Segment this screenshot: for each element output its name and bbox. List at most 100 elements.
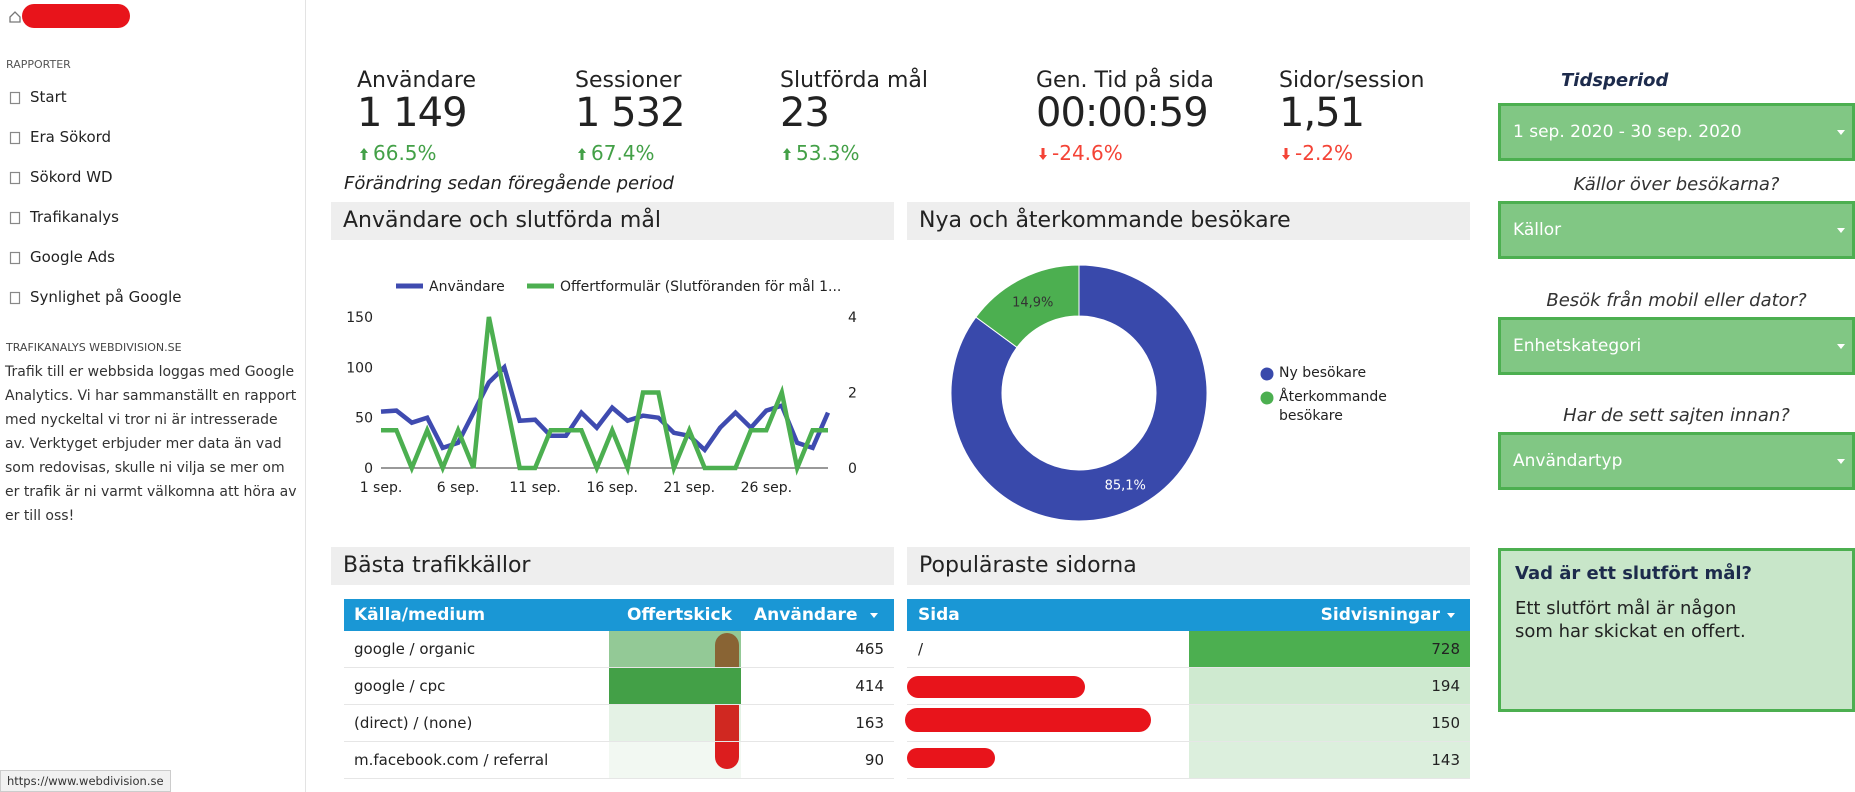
kpi-label: Gen. Tid på sida (1036, 68, 1214, 93)
filter-question: Källor över besökarna? (1573, 174, 1780, 195)
series-line (381, 316, 828, 476)
panel-title: Användare och slutförda mål (343, 208, 661, 233)
views-cell: 194 (1431, 677, 1460, 695)
kpi-label: Slutförda mål (780, 68, 928, 93)
table-row: google / organic 465 (344, 631, 894, 668)
dropdown-caret (1837, 130, 1845, 135)
source-cell: google / organic (354, 640, 476, 658)
column-header[interactable]: Sida (918, 605, 960, 625)
y2-tick-label: 2 (848, 386, 857, 402)
sort-caret (870, 613, 878, 618)
arrow (578, 148, 586, 160)
goal-heat-cell (609, 668, 741, 704)
kpi-change: 67.4% (591, 141, 655, 165)
kpi-change: -2.2% (1295, 141, 1354, 165)
y-tick-label: 0 (364, 461, 373, 477)
x-tick-label: 26 sep. (741, 480, 793, 496)
legend-label: Återkommande besökare (1279, 389, 1387, 424)
menu-icon (9, 171, 21, 185)
trend-arrow (360, 148, 368, 160)
views-cell: 143 (1431, 751, 1460, 769)
info-title: Vad är ett slutfört mål? (1515, 563, 1752, 584)
table-row: google / cpc 414 (344, 668, 894, 705)
views-heat-cell (1189, 631, 1470, 667)
legend-label: Användare (429, 279, 505, 295)
views-heat-cell (1189, 668, 1470, 704)
table-header: Källa/medium Offertskick Användare (344, 599, 894, 631)
kpi-value: 1,51 (1279, 90, 1365, 136)
x-tick-label: 11 sep. (509, 480, 561, 496)
arrow (783, 148, 791, 160)
dropdown-value: Källor (1513, 220, 1562, 240)
x-tick-label: 16 sep. (586, 480, 638, 496)
column-header[interactable]: Källa/medium (354, 605, 486, 625)
redaction (907, 676, 1085, 698)
y-tick-label: 100 (346, 360, 373, 376)
dropdown-caret (1837, 459, 1845, 464)
y-tick-label: 150 (346, 310, 373, 326)
table-row: 194 (907, 668, 1470, 705)
redaction (22, 4, 130, 28)
dropdown-value: Enhetskategori (1513, 336, 1642, 356)
arrow (360, 148, 368, 160)
menu-icon (9, 91, 21, 105)
about-text: Trafik till er webbsida loggas med Googl… (5, 364, 297, 524)
menu-item[interactable]: Sökord WD (30, 168, 113, 186)
info-box: Vad är ett slutfört mål? Ett slutfört mål… (1498, 548, 1855, 712)
x-tick-label: 21 sep. (664, 480, 716, 496)
menu-item[interactable]: Google Ads (30, 248, 115, 266)
slice-label: 85,1% (1105, 478, 1146, 493)
kpi-change: 66.5% (373, 141, 437, 165)
donut-slice (975, 264, 1080, 349)
dropdown[interactable]: 1 sep. 2020 - 30 sep. 2020 (1498, 103, 1855, 161)
y2-tick-label: 0 (848, 461, 857, 477)
panel-header: Bästa trafikkällor (331, 547, 894, 585)
menu-item[interactable]: Start (30, 88, 67, 106)
page-cell: / (918, 640, 924, 658)
status-url: https://www.webdivision.se (0, 770, 171, 792)
section-label: RAPPORTER (6, 58, 71, 71)
filter-question: Har de sett sajten innan? (1563, 405, 1790, 426)
legend-dot (1260, 391, 1274, 405)
sidebar: RAPPORTER Start Era Sökord Sökord WD Trafika… (0, 0, 306, 792)
menu-icon (9, 251, 21, 265)
source-cell: m.facebook.com / referral (354, 751, 549, 769)
trend-arrow (1039, 148, 1047, 160)
x-tick-label: 1 sep. (360, 480, 403, 496)
menu-item[interactable]: Synlighet på Google (30, 288, 182, 306)
table-row: 143 (907, 742, 1470, 779)
line-chart: 0 50 100 150 0 2 4 1 sep. 6 sep. 11 sep. 16 sep. 21… (346, 278, 857, 496)
column-header[interactable]: Användare (754, 605, 858, 625)
kpi-label: Sidor/session (1279, 68, 1425, 93)
menu-item[interactable]: Trafikanalys (30, 208, 119, 226)
goal-heat-cell (609, 705, 741, 741)
column-header[interactable]: Offertskick (627, 605, 732, 625)
series-line (380, 363, 831, 454)
menu-item[interactable]: Era Sökord (30, 128, 112, 146)
filter-question: Besök från mobil eller dator? (1546, 290, 1807, 311)
redaction (907, 748, 995, 768)
column-header[interactable]: Sidvisningar (1320, 605, 1440, 625)
dropdown[interactable]: Källor (1498, 201, 1855, 259)
dropdown[interactable]: Användartyp (1498, 432, 1855, 490)
legend-swatch (1260, 367, 1274, 381)
redaction (905, 708, 1151, 732)
goal-heat-cell (609, 742, 741, 778)
users-cell: 163 (855, 714, 884, 732)
menu-icon (9, 291, 21, 305)
table-row: 150 (907, 705, 1470, 742)
x-tick-label: 6 sep. (437, 480, 480, 496)
legend-label: Offertformulär (Slutföranden för mål 1..… (560, 278, 841, 295)
menu-icon (9, 211, 21, 225)
views-heat-cell (1189, 742, 1470, 778)
home-icon[interactable] (8, 10, 22, 24)
sort-caret (1447, 613, 1455, 618)
kpi-label: Användare (357, 68, 476, 93)
users-cell: 414 (855, 677, 884, 695)
dropdown-caret (1837, 228, 1845, 233)
arrow (1039, 148, 1047, 160)
table-header: Sida Sidvisningar (907, 599, 1470, 631)
panel-header: Användare och slutförda mål (331, 202, 894, 240)
dropdown-caret (1837, 344, 1845, 349)
dropdown[interactable]: Enhetskategori (1498, 317, 1855, 375)
